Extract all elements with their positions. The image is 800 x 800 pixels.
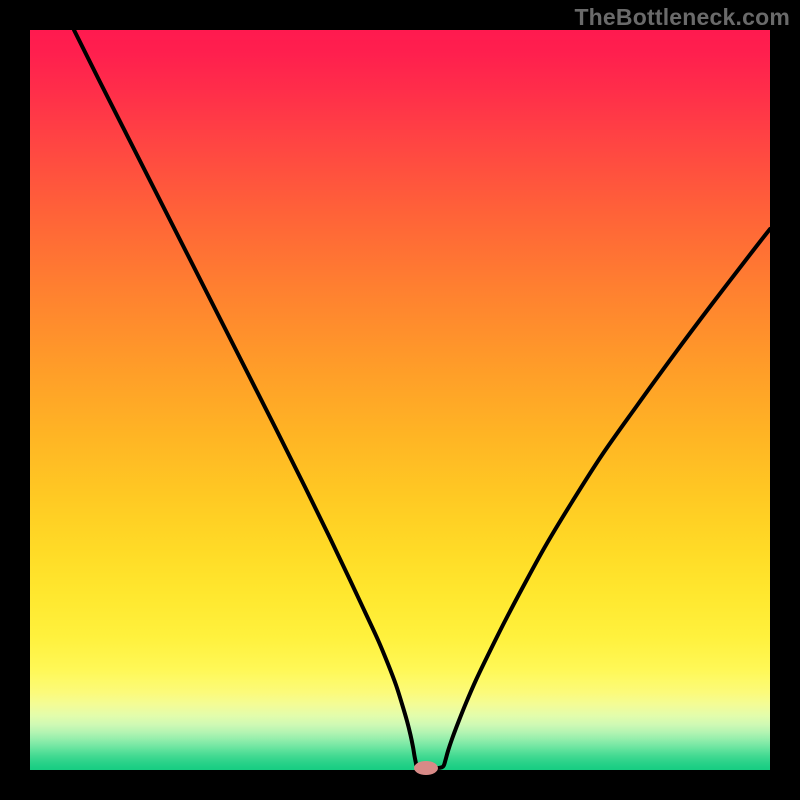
watermark-text: TheBottleneck.com (574, 4, 790, 31)
chart-gradient-background (30, 30, 770, 770)
optimal-point-marker (414, 761, 438, 775)
bottleneck-chart (0, 0, 800, 800)
